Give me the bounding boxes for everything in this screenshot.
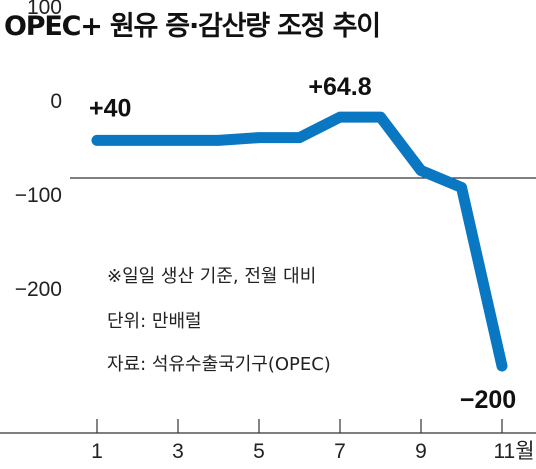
x-tick-label: 5 <box>253 440 265 463</box>
data-point <box>420 169 422 171</box>
data-point <box>461 186 462 188</box>
y-tick-label: 0 <box>50 90 62 113</box>
data-point <box>501 365 503 367</box>
data-point <box>96 139 98 141</box>
data-point <box>258 137 260 139</box>
data-point <box>218 139 219 141</box>
data-point <box>339 116 341 118</box>
chart-title: OPEC+ 원유 증·감산량 조정 추이 <box>4 11 381 42</box>
data-point <box>299 137 300 139</box>
x-tick-label: 3 <box>172 440 184 463</box>
x-tick-label: 7 <box>334 440 346 463</box>
x-tick-label: 9 <box>415 440 427 463</box>
x-tick-label: 11월 <box>493 440 534 463</box>
chart-note: ※일일 생산 기준, 전월 대비 <box>107 266 316 287</box>
data-label: +64.8 <box>308 73 371 101</box>
y-tick-label: 100 <box>27 0 62 19</box>
chart-note: 자료: 석유수출국기구(OPEC) <box>107 354 331 375</box>
y-tick-label: −100 <box>15 184 62 207</box>
data-point <box>380 116 381 118</box>
data-point <box>137 139 138 141</box>
data-label: −200 <box>460 386 516 414</box>
x-tick-label: 1 <box>91 440 103 463</box>
data-point <box>177 139 179 141</box>
chart-note: 단위: 만배럴 <box>107 311 202 332</box>
y-tick-label: −200 <box>15 278 62 301</box>
data-label: +40 <box>89 94 131 122</box>
